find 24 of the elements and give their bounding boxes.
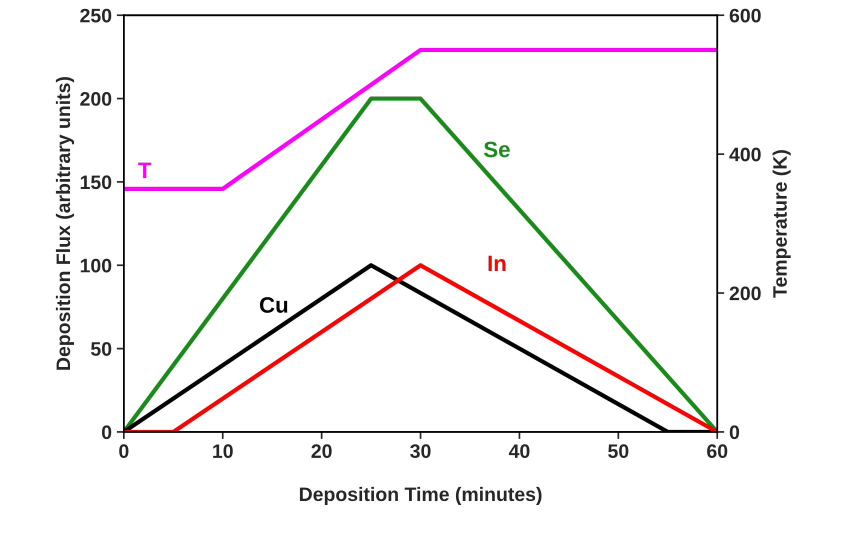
y-tick-label: 200	[80, 92, 112, 106]
series-label: Cu	[260, 297, 288, 313]
y2-axis-title: Temperature (K)	[772, 150, 791, 298]
x-tick-label: 30	[410, 444, 431, 458]
y-tick-label: 250	[80, 8, 112, 22]
y-tick-label: 50	[91, 342, 112, 356]
series-label: In	[488, 256, 506, 271]
y2-tick-label: 200	[730, 286, 761, 300]
x-tick-label: 10	[213, 444, 233, 458]
series-label: T	[138, 162, 152, 178]
y-tick-label: 100	[80, 258, 112, 272]
series-label: Se	[484, 142, 510, 158]
x-tick-label: 60	[707, 444, 728, 458]
x-tick-label: 50	[608, 444, 628, 458]
y2-tick-label: 400	[729, 148, 761, 162]
x-tick-label: 0	[119, 444, 128, 458]
y-axis-title: Deposition Flux (arbitrary units)	[56, 77, 74, 370]
y-tick-label: 0	[102, 425, 112, 440]
y2-tick-label: 600	[730, 8, 761, 22]
y-tick-label: 150	[80, 175, 112, 190]
y2-tick-label: 0	[730, 425, 740, 440]
x-axis-title: Deposition Time (minutes)	[300, 486, 542, 505]
x-tick-label: 20	[312, 444, 332, 458]
x-tick-label: 40	[508, 444, 530, 458]
